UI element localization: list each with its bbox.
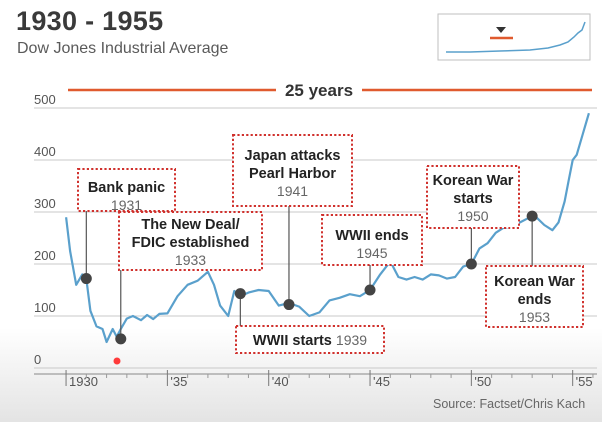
x-tick-label-1930: 1930 [69,374,98,389]
annotation-label: Korean War ends 1953 [494,274,575,325]
annotation-label: WWII ends 1945 [335,228,408,261]
annotation-point [80,273,92,285]
x-tick-label-1955: '55 [576,374,593,389]
annotation-2: Japan attacks Pearl Harbor 1941 [232,134,353,311]
annotation-point [234,288,246,300]
annotation-layer: Bank panic 1931 The New Deal/FDIC establis… [77,134,584,354]
mini-marker-icon [496,27,506,33]
x-tick-label-1935: '35 [170,374,187,389]
annotation-3: WWII starts 1939 [234,288,385,354]
annotation-6: Korean War ends 1953 [485,210,584,328]
annotation-box [485,265,584,328]
annotation-label: WWII starts 1939 [253,332,367,349]
annotation-5: Korean War starts 1950 [426,165,520,270]
annotation-point [115,333,127,345]
annotation-label: Bank panic 1931 [88,180,165,213]
annotation-box [235,325,385,354]
annotation-box [426,165,520,229]
recording-dot-icon [113,357,121,365]
y-tick-label-300: 300 [34,196,56,211]
annotation-4: WWII ends 1945 [321,214,423,296]
span-label: 25 years [285,81,353,100]
span-indicator: 25 years [68,81,592,100]
chart-subtitle: Dow Jones Industrial Average [17,40,229,57]
x-tick-label-1950: '50 [474,374,491,389]
chart-title: 1930 - 1955 [16,6,164,36]
annotation-label: The New Deal/FDIC established 1933 [132,217,250,268]
source-note: Source: Factset/Chris Kach [433,397,586,411]
annotation-box [321,214,423,266]
annotation-point [364,284,376,296]
y-tick-label-500: 500 [34,92,56,107]
annotation-box [77,168,176,212]
annotation-point [526,210,538,222]
y-tick-label-200: 200 [34,248,56,263]
annotation-label: Japan attacks Pearl Harbor 1941 [245,148,341,199]
annotation-1: The New Deal/FDIC established 1933 [115,211,263,345]
grid-layer: 0 100 200 300 400 500 1930 '35 '40 '45 '50 '55 [34,92,597,389]
annotation-box [118,211,263,271]
y-tick-label-0: 0 [34,352,41,367]
annotation-box [232,134,353,207]
x-tick-label-1945: '45 [373,374,390,389]
y-tick-label-400: 400 [34,144,56,159]
mini-line [446,21,586,53]
annotation-point [465,258,477,270]
y-tick-label-100: 100 [34,300,56,315]
annotation-0: Bank panic 1931 [77,168,176,285]
annotation-label: Korean War starts 1950 [433,173,514,224]
mini-overview-chart [437,13,591,61]
annotation-point [283,299,295,311]
x-tick-label-1940: '40 [272,374,289,389]
